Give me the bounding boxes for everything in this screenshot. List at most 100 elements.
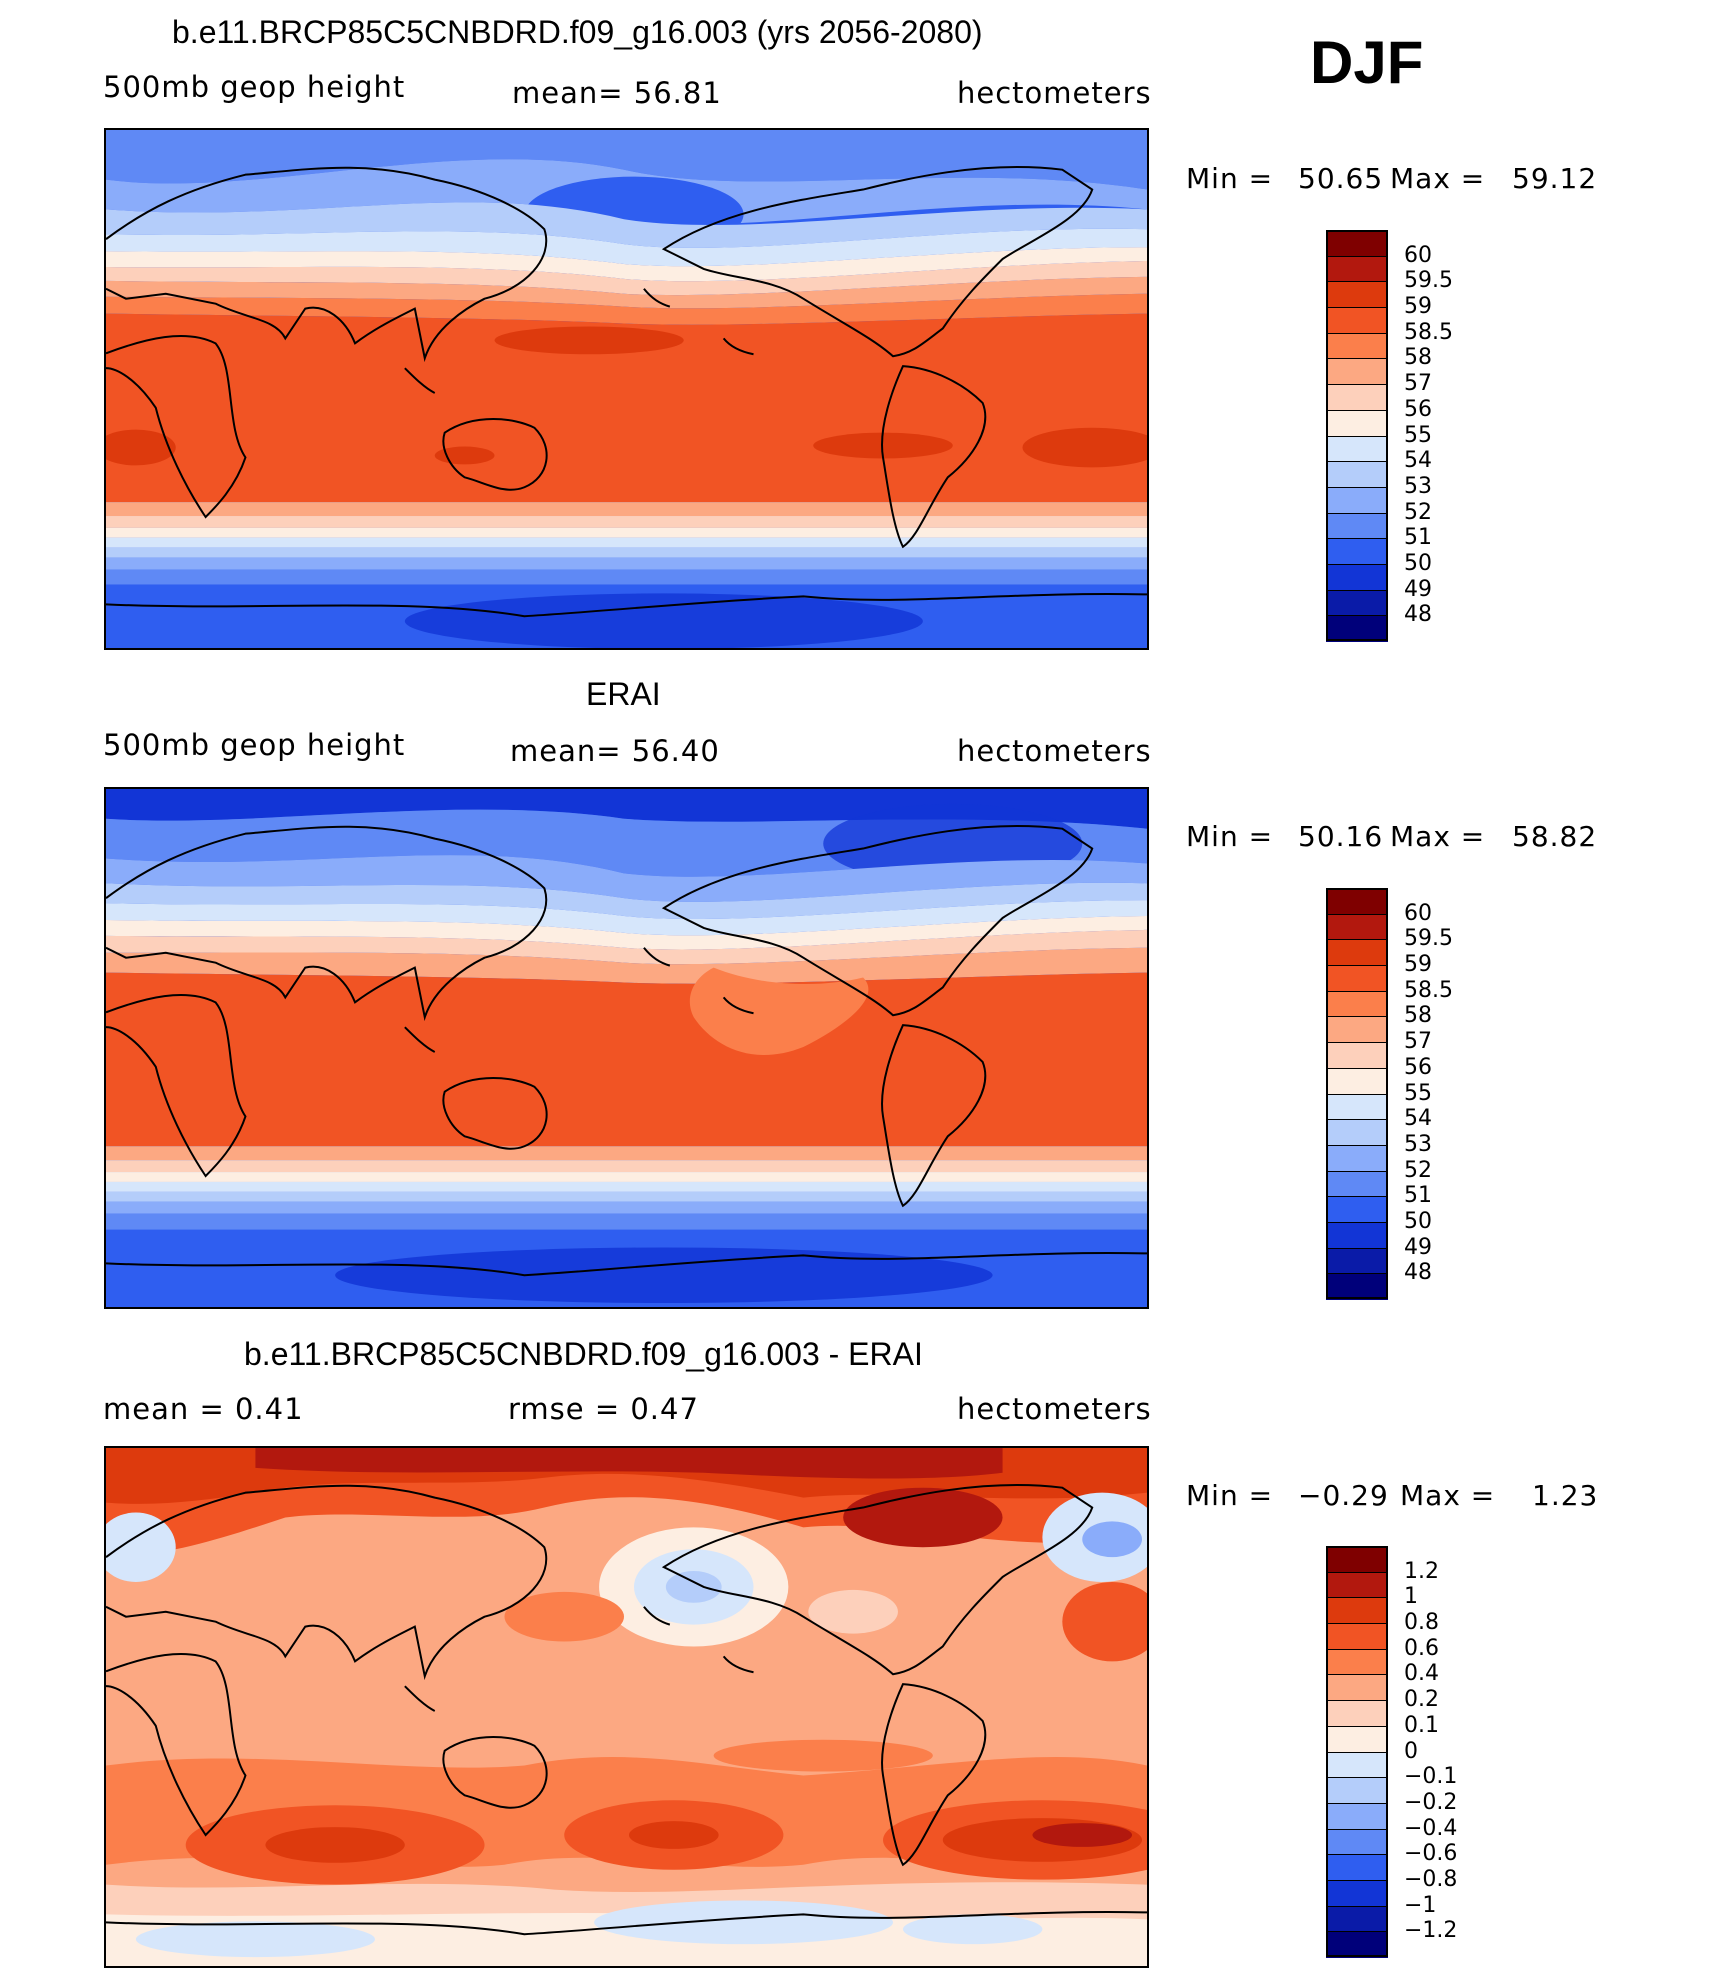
panel2-mean: mean= 56.40 — [510, 734, 720, 768]
colorbar-tick-label: 0.2 — [1404, 1687, 1439, 1713]
panel2-map — [104, 787, 1149, 1309]
colorbar-tick-label: 49 — [1404, 1234, 1432, 1260]
colorbar-tick-label: 0.6 — [1404, 1635, 1439, 1661]
colorbar-tick-label: 50 — [1404, 550, 1432, 576]
colorbar-tick-label: 51 — [1404, 525, 1432, 551]
panel3-colorbar: 1.2 1 0.8 0.6 0.4 0.2 0.1 0 −0.1 −0.2 −0.4 −0.6 −0.8… — [1326, 1546, 1457, 1958]
band — [106, 537, 1147, 548]
colorbar-tick-label: −0.6 — [1404, 1841, 1458, 1867]
colorbar-swatch — [1326, 1546, 1388, 1573]
colorbar-swatch — [1326, 332, 1388, 360]
colorbar-tick-label: 60 — [1404, 900, 1432, 926]
contour-low — [335, 1247, 993, 1304]
panel2-min-label: Min = — [1186, 820, 1274, 853]
colorbar-swatch — [1326, 1648, 1388, 1676]
panel3-max-value: 1.23 — [1532, 1479, 1599, 1512]
contour-high — [843, 1487, 1003, 1548]
colorbar-swatch — [1326, 1597, 1388, 1625]
band — [106, 516, 1147, 528]
colorbar-swatch — [1326, 358, 1388, 386]
colorbar-swatch — [1326, 913, 1388, 941]
panel3-map-svg — [106, 1448, 1147, 1966]
colorbar-tick-label: 48 — [1404, 602, 1432, 628]
band — [106, 1172, 1147, 1182]
colorbar-swatch — [1326, 939, 1388, 967]
colorbar-swatch — [1326, 1093, 1388, 1121]
colorbar-tick-label: −0.4 — [1404, 1815, 1458, 1841]
colorbar-swatch — [1326, 409, 1388, 437]
colorbar-tick-label: 59 — [1404, 294, 1432, 320]
band — [106, 130, 1147, 190]
panel1-min-label: Min = — [1186, 162, 1274, 195]
contour-mid — [689, 967, 869, 1055]
panel3-mean: mean = 0.41 — [103, 1392, 304, 1426]
band — [106, 527, 1147, 538]
colorbar-swatch — [1326, 512, 1388, 540]
contour-low — [106, 1512, 176, 1582]
colorbar-swatch — [1326, 255, 1388, 283]
colorbar-swatch — [1326, 1931, 1388, 1958]
panel3-max-label: Max = — [1400, 1479, 1496, 1512]
colorbar-swatch — [1326, 1854, 1388, 1881]
colorbar-swatch — [1326, 1170, 1388, 1198]
band — [106, 1191, 1147, 1202]
colorbar-tick-label: 52 — [1404, 1157, 1432, 1183]
contour-high — [1022, 427, 1147, 468]
panel3-min-value: −0.29 — [1298, 1479, 1389, 1512]
panel1-colorbar: 60 59.5 59 58.5 58 57 56 55 54 53 52 51 50 49 48 — [1326, 230, 1453, 642]
band — [106, 1181, 1147, 1192]
band — [106, 247, 1147, 282]
colorbar-tick-label: 0 — [1404, 1738, 1418, 1764]
panel1-max-value: 59.12 — [1512, 162, 1598, 195]
colorbar-swatch — [1326, 1247, 1388, 1275]
colorbar-tick-label: 48 — [1404, 1260, 1432, 1286]
colorbar-swatch — [1326, 461, 1388, 488]
colorbar-tick-label: 50 — [1404, 1208, 1432, 1234]
colorbar-tick-label: 52 — [1404, 499, 1432, 525]
colorbar-swatch — [1326, 384, 1388, 411]
band — [106, 855, 1147, 902]
panel1-title: b.e11.BRCP85C5CNBDRD.f09_g16.003 (yrs 20… — [172, 14, 983, 50]
colorbar-frame — [1326, 1546, 1388, 1957]
panel1-min-value: 50.65 — [1298, 162, 1384, 195]
colorbar-swatch — [1326, 1042, 1388, 1069]
colorbar-tick-label: 53 — [1404, 1131, 1432, 1157]
contour-high — [494, 326, 684, 355]
contour-low — [902, 1914, 1043, 1945]
colorbar-swatch — [1326, 990, 1388, 1018]
panel1-max-label: Max = — [1390, 162, 1486, 195]
coastlines — [106, 1484, 1147, 1936]
contour-high — [106, 429, 176, 466]
contour-low — [665, 1571, 722, 1603]
colorbar-swatch — [1326, 1828, 1388, 1856]
season-label: DJF — [1310, 29, 1424, 96]
colorbar-tick-label: 59.5 — [1404, 926, 1453, 952]
panel2-field-label: 500mb geop height — [103, 728, 406, 762]
colorbar-tick-label: 55 — [1404, 422, 1432, 448]
contour-low — [135, 1921, 375, 1958]
colorbar-swatch — [1326, 1221, 1388, 1249]
panel2-units: hectometers — [957, 734, 1152, 768]
coastlines — [106, 825, 1147, 1277]
colorbar-swatch — [1326, 281, 1388, 309]
colorbar-swatch — [1326, 538, 1388, 565]
colorbar-swatch — [1326, 1144, 1388, 1172]
contour-low — [1082, 1521, 1143, 1558]
colorbar-tick-label: 58 — [1404, 345, 1432, 371]
panel2-max-value: 58.82 — [1512, 820, 1598, 853]
colorbar-swatch — [1326, 1196, 1388, 1223]
contour-high — [713, 1739, 933, 1772]
colorbar-tick-label: 59 — [1404, 952, 1432, 978]
colorbar-swatch — [1326, 1571, 1388, 1599]
colorbar-tick-label: 59.5 — [1404, 268, 1453, 294]
colorbar-tick-label: −0.8 — [1404, 1866, 1458, 1892]
band — [255, 1448, 1003, 1479]
panel1-map — [104, 128, 1149, 650]
panel2-map-svg — [106, 789, 1147, 1307]
panel2-title: ERAI — [586, 676, 661, 712]
band — [106, 929, 1147, 965]
colorbar-tick-label: 0.4 — [1404, 1661, 1439, 1687]
colorbar-tick-label: 1 — [1404, 1584, 1418, 1610]
coastlines — [106, 166, 1147, 618]
colorbar-tick-label: −0.1 — [1404, 1764, 1458, 1790]
